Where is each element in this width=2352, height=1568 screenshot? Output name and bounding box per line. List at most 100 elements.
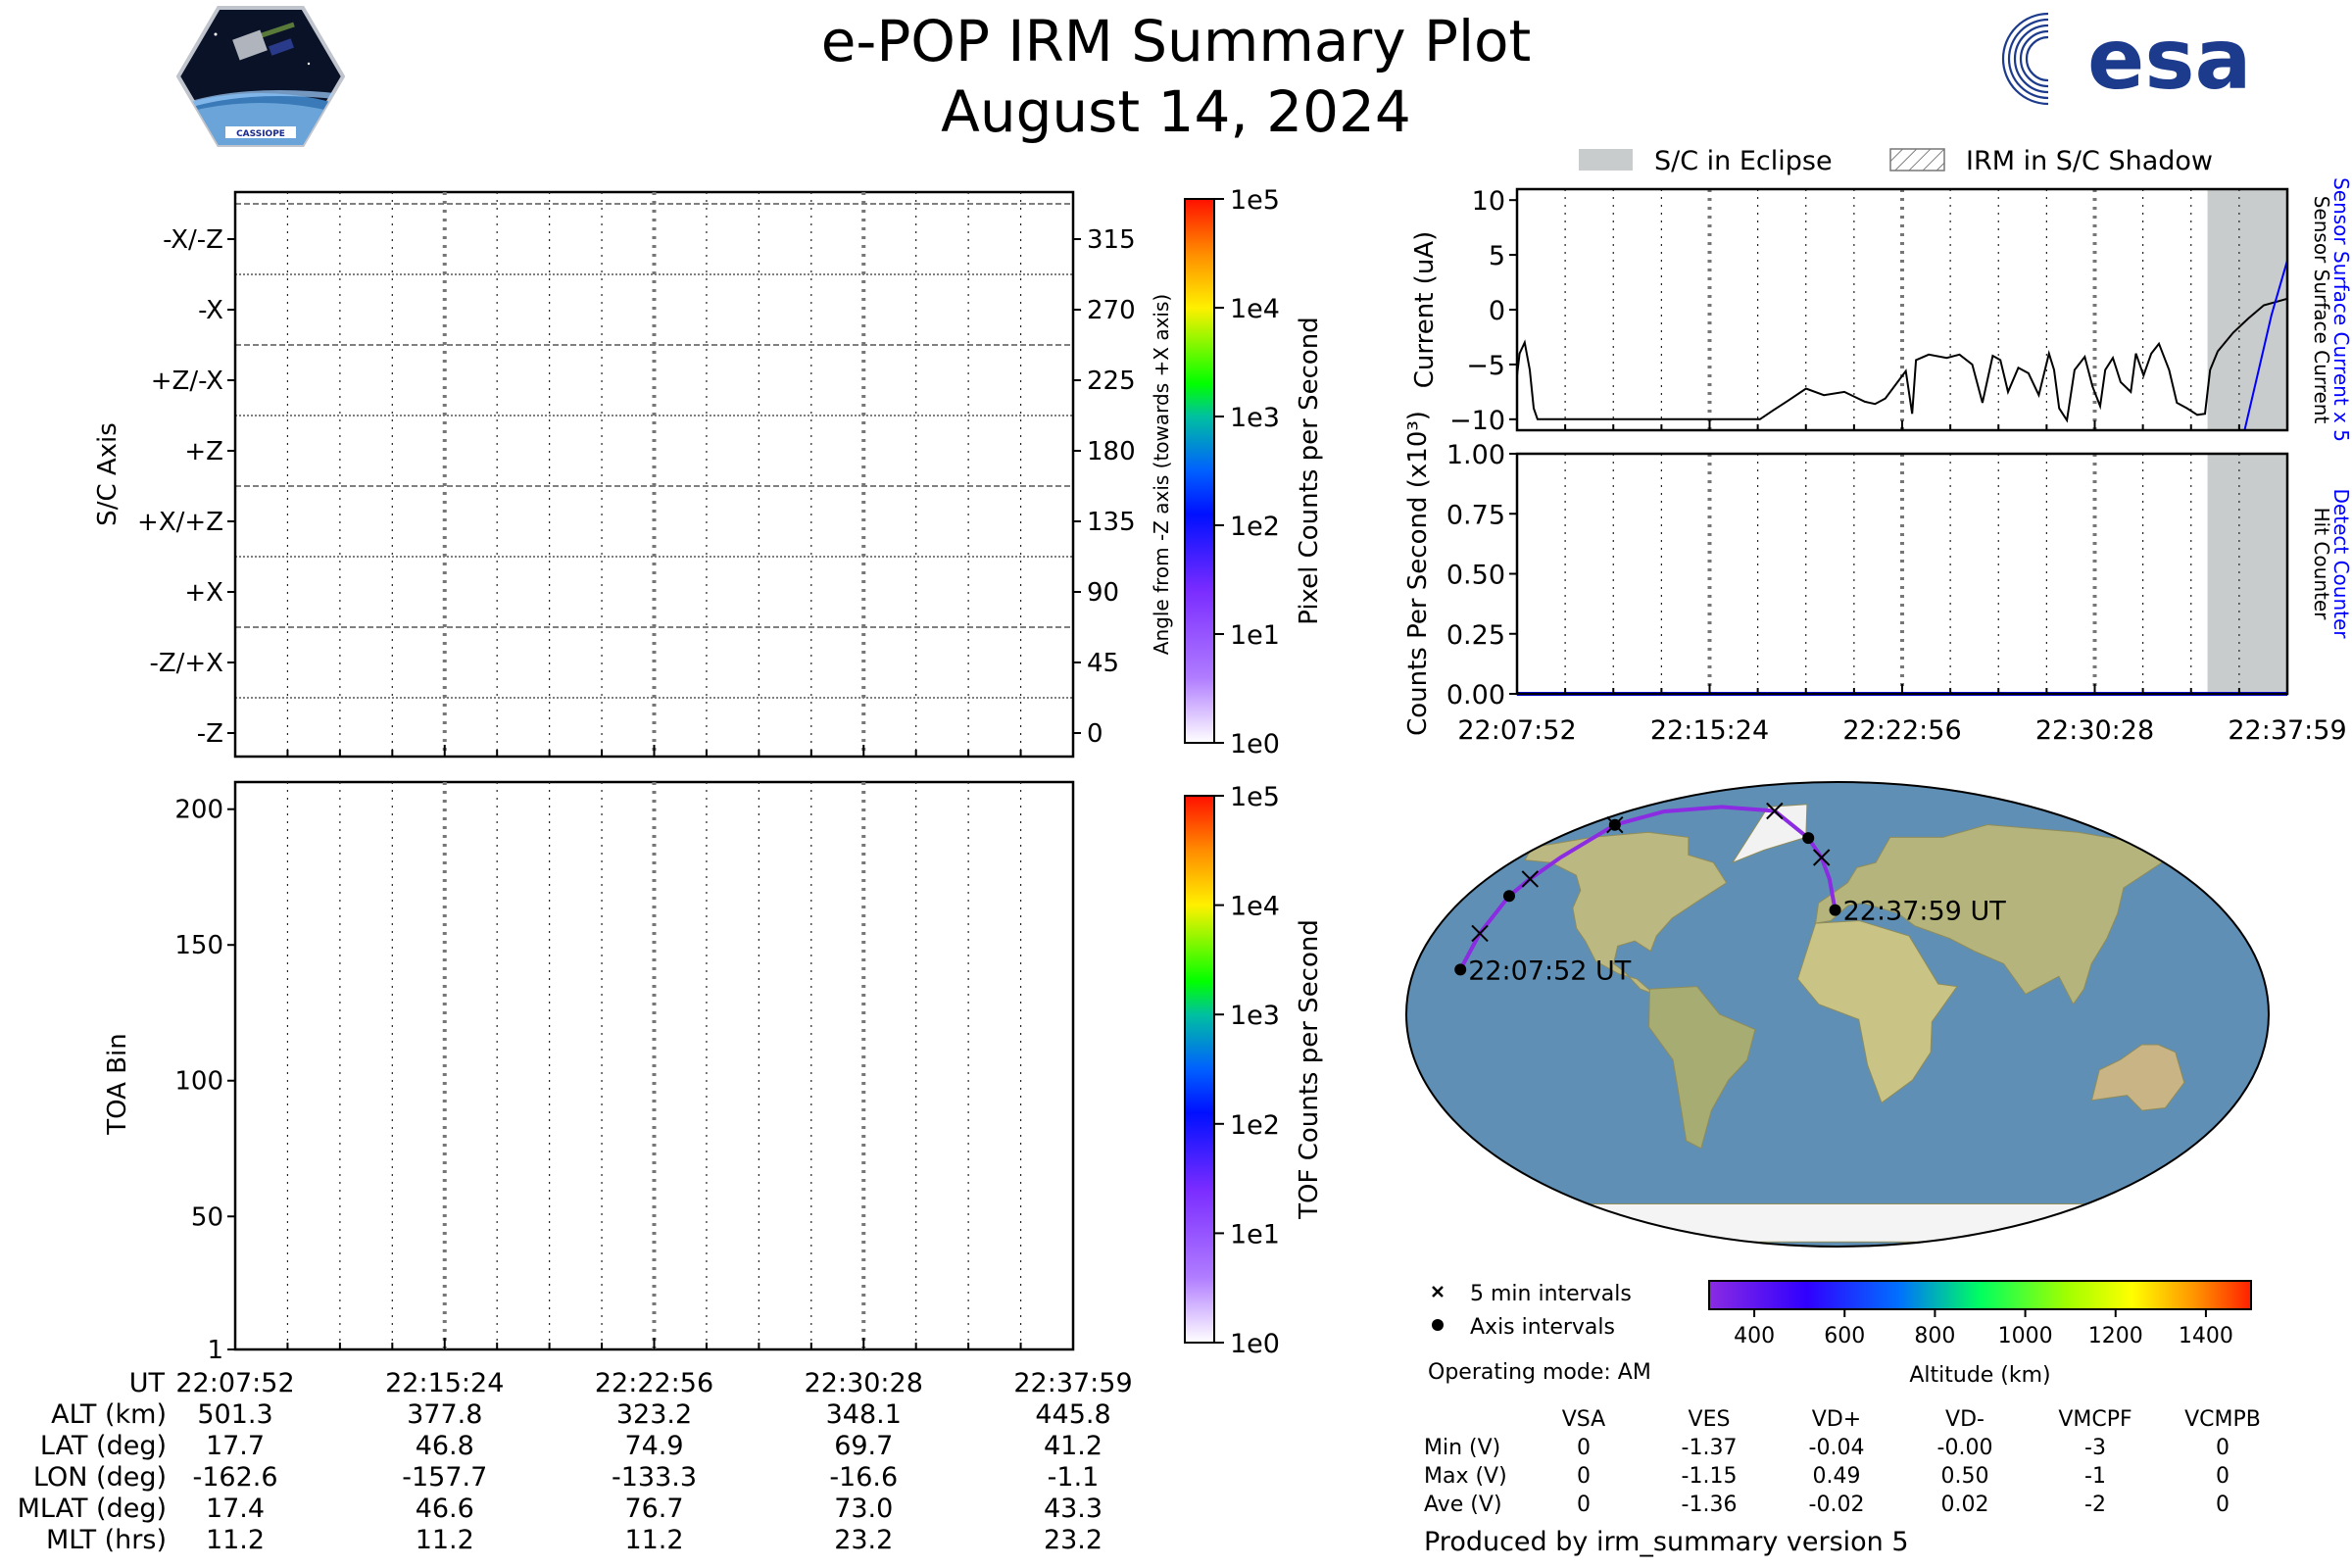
legend-eclipse-swatch	[1579, 149, 1633, 171]
voltage-value: 0.50	[1941, 1464, 1989, 1489]
five-min-marker	[1471, 924, 1489, 943]
right-series-label: Sensor Surface Current x 5	[2329, 177, 2352, 442]
colorbar-tick-label: 1e2	[1230, 1110, 1280, 1141]
north-america	[1524, 831, 1728, 995]
ut-tick-label: 22:07:52	[175, 1368, 294, 1398]
axis-interval-marker	[1454, 963, 1467, 976]
esa-logo-text: esa	[2087, 11, 2252, 108]
sensor-surface-current-line	[1516, 297, 2288, 423]
voltage-value: 0	[1577, 1464, 1591, 1489]
ephemeris-value: 43.3	[1044, 1494, 1102, 1524]
ephemeris-value: -16.6	[829, 1462, 898, 1493]
altitude-tick-label: 800	[1914, 1324, 1955, 1348]
angle-axis-label: Angle from -Z axis (towards +X axis)	[1150, 294, 1173, 655]
time-tick-label: 22:22:56	[1842, 715, 1961, 746]
ephemeris-value: 73.0	[834, 1494, 893, 1524]
ephemeris-value: 74.9	[624, 1431, 683, 1461]
footer-text: Produced by irm_summary version 5	[1424, 1527, 1909, 1557]
eurasia	[1815, 823, 2166, 1005]
colorbar	[1184, 198, 1215, 744]
sc-axis-tick-label: +X/+Z	[137, 508, 223, 537]
altitude-colorbar	[1708, 1280, 2252, 1310]
voltage-header: VCMPB	[2184, 1407, 2261, 1432]
voltage-header: VMCPF	[2058, 1407, 2132, 1432]
voltage-value: 0	[1577, 1493, 1591, 1517]
africa	[1796, 919, 1958, 1104]
colorbar-tick-label: 1e4	[1230, 294, 1280, 324]
ephemeris-value: -162.6	[192, 1462, 277, 1493]
voltage-value: -1.37	[1682, 1436, 1738, 1460]
voltage-value: -2	[2084, 1493, 2106, 1517]
five-min-marker	[1812, 849, 1831, 866]
voltage-value: -3	[2084, 1436, 2106, 1460]
toa-tick-label: 100	[174, 1067, 223, 1097]
angle-tick-label: 180	[1087, 437, 1136, 466]
counts-tick-label: 0.00	[1446, 680, 1505, 710]
five-min-marker	[1766, 802, 1784, 820]
sc-axis-tick-label: +X	[184, 578, 223, 608]
right-series-label: Sensor Surface Current	[2310, 196, 2333, 424]
counts-tick-label: 1.00	[1446, 440, 1505, 470]
ephemeris-row-label: MLT (hrs)	[46, 1525, 167, 1555]
ephemeris-row-label: UT	[129, 1368, 166, 1398]
ephemeris-row-label: MLAT (deg)	[18, 1494, 167, 1524]
angle-tick-label: 45	[1087, 649, 1119, 678]
voltage-value: -1.36	[1682, 1493, 1738, 1517]
colorbar-tick-label: 1e0	[1230, 729, 1280, 760]
voltage-value: 0	[2216, 1464, 2230, 1489]
colorbar-tick-label: 1e3	[1230, 1001, 1280, 1031]
ephemeris-value: 76.7	[624, 1494, 683, 1524]
altitude-label: Altitude (km)	[1909, 1363, 2050, 1388]
sc-axis-tick-label: +Z	[184, 437, 223, 466]
ephemeris-row-label: LON (deg)	[33, 1462, 167, 1493]
ephemeris-value: 11.2	[206, 1525, 265, 1555]
axis-interval-marker	[1608, 818, 1621, 831]
five-min-legend-marker	[1432, 1286, 1444, 1298]
colorbar-tick-label: 1e1	[1230, 620, 1280, 651]
legend-shadow-swatch	[1889, 148, 1945, 172]
ephemeris-value: 46.8	[416, 1431, 474, 1461]
ut-tick-label: 22:22:56	[595, 1368, 713, 1398]
colorbar-tick-label: 1e5	[1230, 782, 1280, 812]
colorbar-tick-label: 1e5	[1230, 185, 1280, 216]
angle-tick-label: 0	[1087, 719, 1103, 749]
ephemeris-value: 23.2	[1044, 1525, 1102, 1555]
time-tick-label: 22:30:28	[2035, 715, 2154, 746]
voltage-value: 0	[2216, 1493, 2230, 1517]
toa-tick-label: 150	[174, 931, 223, 960]
sc-axis-tick-label: -X	[198, 296, 223, 325]
ephemeris-value: 348.1	[826, 1399, 902, 1430]
voltage-row-label: Min (V)	[1424, 1436, 1500, 1460]
cassiope-logo: CASSIOPE	[176, 6, 345, 147]
altitude-tick-label: 400	[1734, 1324, 1775, 1348]
angle-tick-label: 135	[1087, 508, 1136, 537]
south-america	[1648, 986, 1756, 1150]
colorbar-tick-label: 1e3	[1230, 403, 1280, 433]
current-tick-label: −10	[1449, 406, 1505, 436]
time-tick-label: 22:37:59	[2228, 715, 2346, 746]
angle-tick-label: 90	[1087, 578, 1119, 608]
ephemeris-value: 17.4	[206, 1494, 265, 1524]
toa-tick-label: 50	[191, 1202, 223, 1232]
voltage-row-label: Ave (V)	[1424, 1493, 1502, 1517]
map-frame	[1405, 781, 2270, 1248]
altitude-tick-label: 1000	[1998, 1324, 2053, 1348]
voltage-header: VD+	[1812, 1407, 1861, 1432]
colorbar	[1184, 795, 1215, 1344]
antarctica	[1535, 1203, 2140, 1243]
greenland	[1731, 804, 1808, 864]
axis-legend-label: Axis intervals	[1470, 1315, 1615, 1340]
voltage-value: -0.00	[1937, 1436, 1993, 1460]
ephemeris-value: 23.2	[834, 1525, 893, 1555]
angle-tick-label: 315	[1087, 225, 1136, 255]
toa-ylabel: TOA Bin	[103, 1033, 132, 1135]
sc-axis-tick-label: -Z/+X	[149, 649, 223, 678]
orbit-end-label: 22:37:59 UT	[1843, 897, 2007, 927]
counts-tick-label: 0.75	[1446, 500, 1505, 530]
time-tick-label: 22:15:24	[1650, 715, 1769, 746]
ephemeris-value: 11.2	[416, 1525, 474, 1555]
toa-tick-label: 1	[207, 1336, 223, 1365]
ut-tick-label: 22:30:28	[805, 1368, 923, 1398]
sc-axis-ylabel: S/C Axis	[93, 422, 122, 526]
